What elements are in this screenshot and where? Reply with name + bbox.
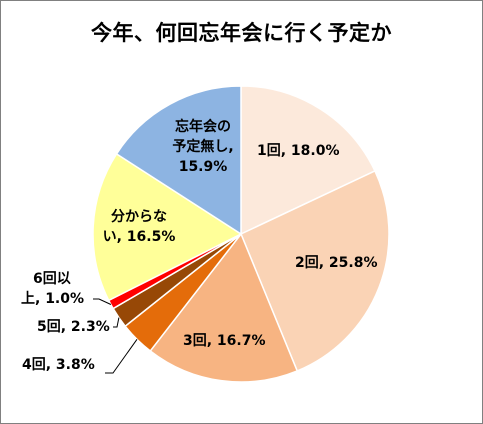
label-dont-know-line2: い, 16.5% bbox=[102, 229, 176, 245]
leader-line-6-or-more bbox=[93, 298, 112, 305]
pie-slice-1 bbox=[240, 85, 376, 236]
leader-line-4-times bbox=[105, 339, 138, 374]
label-3-times-text: 3回, 16.7% bbox=[183, 333, 266, 349]
label-2-times-text: 2回, 25.8% bbox=[295, 255, 378, 271]
pie-slice-3 bbox=[149, 232, 299, 383]
chart-title: 今年、何回忘年会に行く予定か bbox=[91, 21, 392, 45]
pie-slice-8 bbox=[115, 85, 242, 236]
label-1-times: 1回, 18.0% bbox=[257, 141, 340, 161]
label-5-times: 5回, 2.3% bbox=[37, 317, 110, 337]
label-3-times: 3回, 16.7% bbox=[183, 331, 266, 351]
label-no-plans-line3: 15.9% bbox=[178, 159, 228, 175]
label-no-plans: 忘年会の 予定無し, 15.9% bbox=[153, 117, 253, 177]
label-6-or-more-line2: 上, 1.0% bbox=[21, 291, 85, 307]
leader-line-5-times bbox=[113, 317, 120, 328]
pie-slice-7 bbox=[92, 152, 243, 302]
label-4-times-text: 4回, 3.8% bbox=[22, 357, 95, 373]
label-dont-know-line1: 分からな bbox=[111, 209, 167, 225]
leader-lines bbox=[93, 298, 138, 374]
label-4-times: 4回, 3.8% bbox=[22, 355, 95, 375]
label-6-or-more-line1: 6回以 bbox=[33, 271, 71, 287]
label-6-or-more: 6回以 上, 1.0% bbox=[21, 269, 84, 309]
label-dont-know: 分からな い, 16.5% bbox=[89, 207, 189, 247]
label-2-times: 2回, 25.8% bbox=[295, 253, 378, 273]
label-no-plans-line2: 予定無し, bbox=[172, 139, 234, 155]
label-1-times-text: 1回, 18.0% bbox=[257, 143, 340, 159]
pie-slices bbox=[92, 85, 390, 383]
pie-slice-2 bbox=[240, 169, 390, 372]
label-no-plans-line1: 忘年会の bbox=[175, 119, 231, 135]
label-5-times-text: 5回, 2.3% bbox=[37, 319, 110, 335]
